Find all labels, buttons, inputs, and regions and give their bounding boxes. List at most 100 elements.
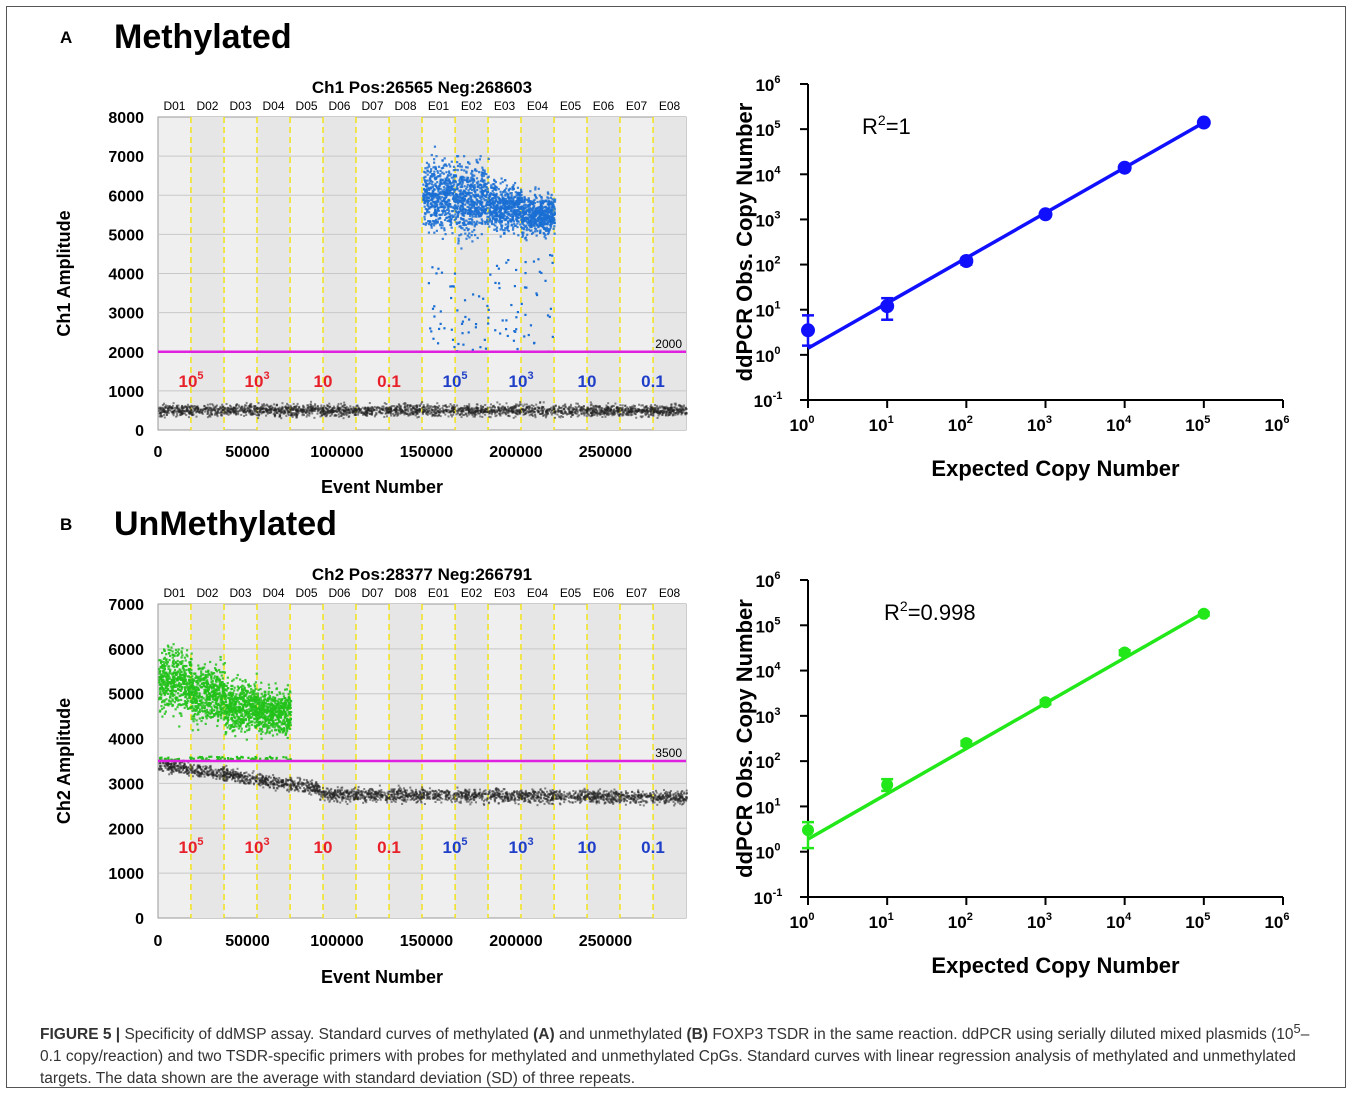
negative-droplet: [289, 404, 292, 407]
negative-droplet: [284, 410, 287, 413]
negative-droplet: [312, 406, 315, 409]
negative-droplet: [283, 410, 286, 413]
negative-droplet: [377, 411, 380, 414]
negative-droplet: [245, 401, 248, 404]
negative-droplet: [167, 412, 170, 415]
negative-droplet: [253, 409, 256, 412]
negative-droplet: [254, 407, 257, 410]
negative-droplet: [399, 407, 402, 410]
negative-droplet: [404, 412, 407, 415]
negative-droplet: [403, 412, 406, 415]
negative-droplet: [296, 409, 299, 412]
negative-droplet: [493, 406, 496, 409]
negative-droplet: [209, 415, 212, 418]
negative-droplet: [544, 416, 547, 419]
negative-droplet: [607, 406, 610, 409]
negative-droplet: [320, 404, 323, 407]
negative-droplet: [534, 407, 537, 410]
negative-droplet: [176, 410, 179, 413]
negative-droplet: [458, 413, 461, 416]
negative-droplet: [163, 408, 166, 411]
negative-droplet: [340, 402, 343, 405]
negative-droplet: [597, 405, 600, 408]
negative-droplet: [427, 407, 430, 410]
negative-droplet: [323, 404, 326, 407]
negative-droplet: [340, 409, 343, 412]
negative-droplet: [646, 407, 649, 410]
negative-droplet: [603, 409, 606, 412]
negative-droplet: [327, 412, 330, 415]
negative-droplet: [367, 407, 370, 410]
negative-droplet: [491, 405, 494, 408]
negative-droplet: [343, 406, 346, 409]
negative-droplet: [457, 412, 460, 415]
negative-droplet: [258, 410, 261, 413]
negative-droplet: [488, 410, 491, 413]
positive-droplet: [445, 182, 448, 185]
negative-droplet: [314, 406, 317, 409]
negative-droplet: [470, 408, 473, 411]
negative-droplet: [436, 402, 439, 405]
negative-droplet: [301, 408, 304, 411]
negative-droplet: [398, 404, 401, 407]
negative-droplet: [676, 409, 679, 412]
negative-droplet: [653, 410, 656, 413]
negative-droplet: [316, 409, 319, 412]
negative-droplet: [577, 405, 580, 408]
negative-droplet: [158, 409, 161, 412]
negative-droplet: [355, 405, 358, 408]
negative-droplet: [476, 403, 479, 406]
negative-droplet: [225, 411, 228, 414]
negative-droplet: [396, 405, 399, 408]
negative-droplet: [324, 412, 327, 415]
negative-droplet: [261, 403, 264, 406]
negative-droplet: [391, 405, 394, 408]
negative-droplet: [624, 409, 627, 412]
negative-droplet: [549, 408, 552, 411]
figure-frame: [6, 6, 1346, 1088]
negative-droplet: [597, 412, 600, 415]
negative-droplet: [378, 406, 381, 409]
negative-droplet: [534, 414, 537, 417]
negative-droplet: [214, 405, 217, 408]
negative-droplet: [220, 413, 223, 416]
negative-droplet: [344, 403, 347, 406]
negative-droplet: [679, 410, 682, 413]
negative-droplet: [160, 409, 163, 412]
negative-droplet: [185, 414, 188, 417]
negative-droplet: [518, 408, 521, 411]
negative-droplet: [474, 412, 477, 415]
negative-droplet: [661, 414, 664, 417]
negative-droplet: [452, 413, 455, 416]
negative-droplet: [183, 407, 186, 410]
negative-droplet: [320, 414, 323, 417]
negative-droplet: [466, 405, 469, 408]
negative-droplet: [268, 411, 271, 414]
negative-droplet: [511, 410, 514, 413]
negative-droplet: [649, 405, 652, 408]
negative-droplet: [416, 406, 419, 409]
negative-droplet: [341, 408, 344, 411]
negative-droplet: [619, 407, 622, 410]
negative-droplet: [503, 407, 506, 410]
negative-droplet: [608, 408, 611, 411]
negative-droplet: [371, 413, 374, 416]
negative-droplet: [673, 402, 676, 405]
negative-droplet: [479, 404, 482, 407]
negative-droplet: [422, 406, 425, 409]
negative-droplet: [593, 408, 596, 411]
negative-droplet: [674, 413, 677, 416]
negative-droplet: [214, 409, 217, 412]
negative-droplet: [682, 408, 685, 411]
negative-droplet: [243, 405, 246, 408]
negative-droplet: [538, 412, 541, 415]
negative-droplet: [619, 409, 622, 412]
negative-droplet: [162, 409, 165, 412]
negative-droplet: [407, 410, 410, 413]
negative-droplet: [367, 410, 370, 413]
negative-droplet: [383, 415, 386, 418]
negative-droplet: [364, 411, 367, 414]
negative-droplet: [261, 407, 264, 410]
negative-droplet: [603, 410, 606, 413]
negative-droplet: [589, 407, 592, 410]
